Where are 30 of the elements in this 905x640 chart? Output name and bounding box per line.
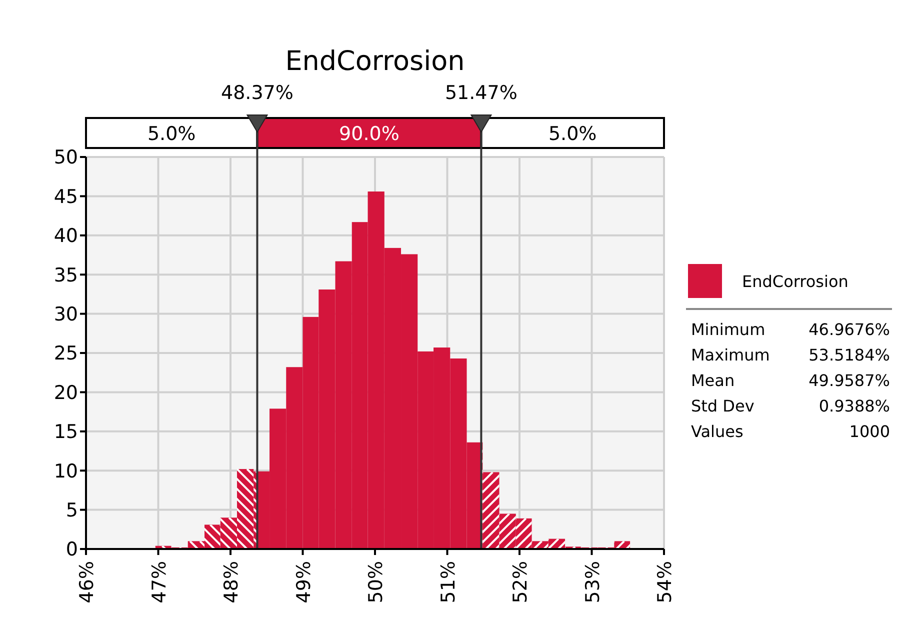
text: Maximum 53.5184% — [691, 346, 890, 364]
y-tick-label: 5 — [66, 500, 78, 522]
y-tick-label: 35 — [54, 264, 78, 286]
x-tick-label: 48% — [220, 561, 242, 604]
ref-line-label: 48.37% — [221, 82, 294, 104]
x-tick-label: 53% — [582, 561, 604, 604]
chart-title: EndCorrosion — [285, 46, 465, 77]
y-tick-label: 45 — [54, 186, 78, 208]
x-tick-label: 49% — [292, 561, 315, 604]
y-tick-label: 10 — [54, 460, 78, 482]
ref-line-label: 51.47% — [444, 82, 518, 104]
y-tick-label: 40 — [54, 225, 78, 248]
percentile-strip: 5.0% 90.0% 5.0% — [85, 117, 665, 149]
y-tick-label: 15 — [54, 421, 78, 444]
x-tick-label: 54% — [654, 561, 676, 604]
text: Std Dev 0.9388% — [691, 396, 890, 416]
y-tick-label: 25 — [54, 342, 78, 365]
y-tick-label: 20 — [54, 382, 78, 404]
x-tick-label: 50% — [365, 561, 387, 604]
legend-label: EndCorrosion — [742, 272, 848, 291]
text: Values 1000 — [691, 422, 890, 441]
text: Minimum 46.9676% — [691, 320, 890, 339]
x-tick-label: 47% — [148, 561, 170, 604]
x-tick-label: 46% — [76, 561, 98, 604]
x-tick-label: 51% — [437, 561, 460, 604]
x-tick-label: 52% — [510, 561, 532, 604]
y-tick-label: 30 — [54, 304, 78, 326]
y-tick-label: 50 — [54, 146, 78, 169]
text: Mean 49.9587% — [691, 371, 890, 390]
y-tick-label: 0 — [66, 538, 78, 561]
